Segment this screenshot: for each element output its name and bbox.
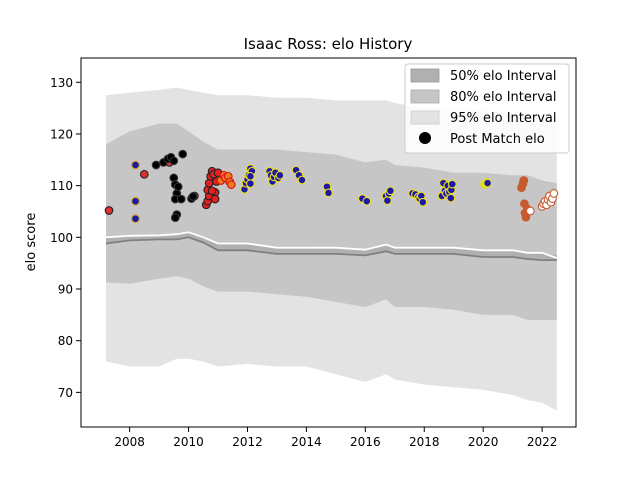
post-match-point	[447, 179, 457, 189]
post-match-point	[519, 176, 529, 185]
point-series-9	[525, 189, 559, 216]
legend-swatch-80	[410, 89, 440, 104]
post-match-point	[418, 197, 428, 207]
y-tick-label: 70	[58, 386, 73, 400]
point-series-4	[216, 170, 236, 189]
post-match-point	[446, 193, 456, 203]
legend-marker-post-match	[419, 132, 431, 144]
post-match-point	[383, 196, 392, 205]
post-match-point	[324, 188, 333, 198]
post-match-point	[207, 186, 217, 196]
post-match-point	[104, 206, 114, 215]
post-match-point	[483, 178, 492, 188]
post-match-points	[104, 149, 559, 224]
legend-swatch-50	[410, 68, 440, 83]
legend: 50% elo Interval 80% elo Interval 95% el…	[404, 63, 570, 154]
post-match-point	[178, 149, 188, 159]
band-50-lower-line	[105, 236, 557, 261]
y-tick-label: 80	[58, 334, 73, 348]
post-match-point	[188, 192, 198, 201]
legend-label-95: 95% elo Interval	[450, 111, 557, 126]
point-series-1	[131, 160, 140, 224]
legend-label-post-match: Post Match elo	[450, 132, 545, 147]
x-tick-label: 2010	[173, 435, 204, 449]
post-match-point	[173, 182, 183, 192]
x-tick-label: 2022	[527, 435, 558, 449]
legend-swatch-95	[410, 110, 440, 125]
post-match-point	[169, 156, 179, 166]
y-tick-label: 130	[50, 76, 73, 90]
legend-label-50: 50% elo Interval	[450, 69, 557, 84]
y-tick-label: 100	[50, 231, 73, 245]
post-match-point	[176, 194, 186, 204]
point-series-5	[240, 164, 457, 207]
post-match-point	[297, 175, 307, 185]
post-match-point	[275, 170, 285, 180]
post-match-point	[151, 160, 161, 170]
post-match-point	[131, 214, 140, 224]
mean-elo-line	[105, 231, 558, 259]
post-match-point	[131, 160, 140, 170]
x-tick-label: 2008	[114, 435, 145, 449]
x-tick-label: 2020	[468, 435, 499, 449]
post-match-point	[549, 189, 559, 198]
post-match-point	[139, 169, 149, 179]
post-match-point	[246, 171, 255, 181]
x-tick-label: 2014	[291, 435, 322, 449]
post-match-point	[226, 180, 236, 189]
point-series-3	[201, 166, 223, 210]
post-match-point	[246, 179, 255, 188]
y-axis-label: elo score	[24, 213, 39, 272]
post-match-point	[362, 196, 372, 206]
x-axis: 2008 2010 2012 2014 2016 2018 2020 2022	[114, 427, 557, 449]
y-tick-label: 120	[50, 127, 73, 141]
x-tick-label: 2012	[232, 435, 263, 449]
post-match-point	[525, 206, 535, 216]
point-series-7	[483, 178, 492, 188]
post-match-point	[521, 212, 531, 222]
x-tick-label: 2016	[350, 435, 381, 449]
y-tick-label: 90	[58, 283, 73, 297]
point-series-2	[151, 149, 198, 223]
y-axis: 70 80 90 100 110 120 130	[50, 76, 81, 400]
y-tick-label: 110	[50, 179, 73, 193]
legend-frame	[404, 63, 570, 154]
post-match-point	[210, 194, 220, 204]
band-50	[106, 231, 557, 261]
x-tick-label: 2018	[409, 435, 440, 449]
chart-title: Isaac Ross: elo History	[244, 35, 413, 53]
legend-label-80: 80% elo Interval	[450, 90, 557, 105]
post-match-point	[131, 196, 140, 206]
post-match-point	[386, 186, 395, 196]
post-match-point	[170, 213, 180, 223]
interval-lines	[105, 231, 558, 261]
plot-frame	[80, 57, 577, 428]
